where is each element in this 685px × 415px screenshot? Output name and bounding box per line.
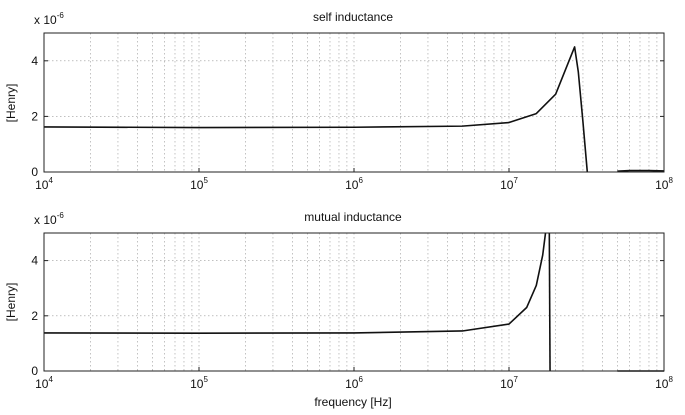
self-inductance-y-axis-label: [Henry] [4, 84, 18, 123]
self-inductance-title: self inductance [313, 10, 393, 24]
self-inductance-y-tick-label: 0 [31, 165, 38, 179]
self-inductance-y-tick-label: 4 [31, 54, 38, 68]
self-inductance-y-ticks: 0 2 4 [31, 54, 664, 179]
mutual-inductance-x-ticks: 104 105 106 107 108 [35, 367, 673, 391]
self-inductance-x-tick-label: 106 [345, 176, 363, 192]
self-inductance-x-tick-label: 107 [500, 176, 518, 192]
mutual-inductance-y-ticks: 0 2 4 [31, 254, 664, 378]
frequency-x-axis-label: frequency [Hz] [314, 395, 391, 409]
self-inductance-scale-note: x 10-6 [34, 11, 64, 27]
self-inductance-x-tick-label: 105 [190, 176, 208, 192]
mutual-inductance-y-tick-label: 0 [31, 364, 38, 378]
self-inductance-grid [44, 33, 664, 172]
mutual-inductance-x-tick-label: 106 [345, 375, 363, 391]
self-inductance-curve-group [44, 46, 664, 173]
self-inductance-curve-segment [44, 46, 589, 173]
self-inductance-curve-segment [617, 169, 664, 172]
mutual-inductance-x-tick-label: 105 [190, 375, 208, 391]
self-inductance-x-tick-label: 108 [655, 176, 673, 192]
mutual-inductance-curve-segment [548, 232, 551, 372]
mutual-inductance-panel: mutual inductance x 10-6 [Henry] 0 2 4 104… [4, 210, 673, 409]
self-inductance-x-tick-label: 104 [35, 176, 53, 192]
mutual-inductance-y-tick-label: 2 [31, 309, 38, 323]
mutual-inductance-y-axis-label: [Henry] [4, 283, 18, 322]
self-inductance-y-tick-label: 2 [31, 109, 38, 123]
self-inductance-x-ticks: 104 105 106 107 108 [35, 168, 673, 192]
mutual-inductance-title: mutual inductance [304, 210, 402, 224]
mutual-inductance-x-tick-label: 108 [655, 375, 673, 391]
mutual-inductance-x-tick-label: 104 [35, 375, 53, 391]
mutual-inductance-y-tick-label: 4 [31, 254, 38, 268]
mutual-inductance-grid [44, 233, 664, 371]
mutual-inductance-scale-note: x 10-6 [34, 211, 64, 227]
mutual-inductance-curve-segment [44, 232, 547, 334]
mutual-inductance-x-tick-label: 107 [500, 375, 518, 391]
self-inductance-panel: self inductance x 10-6 [Henry] 024 104 10… [4, 10, 673, 192]
